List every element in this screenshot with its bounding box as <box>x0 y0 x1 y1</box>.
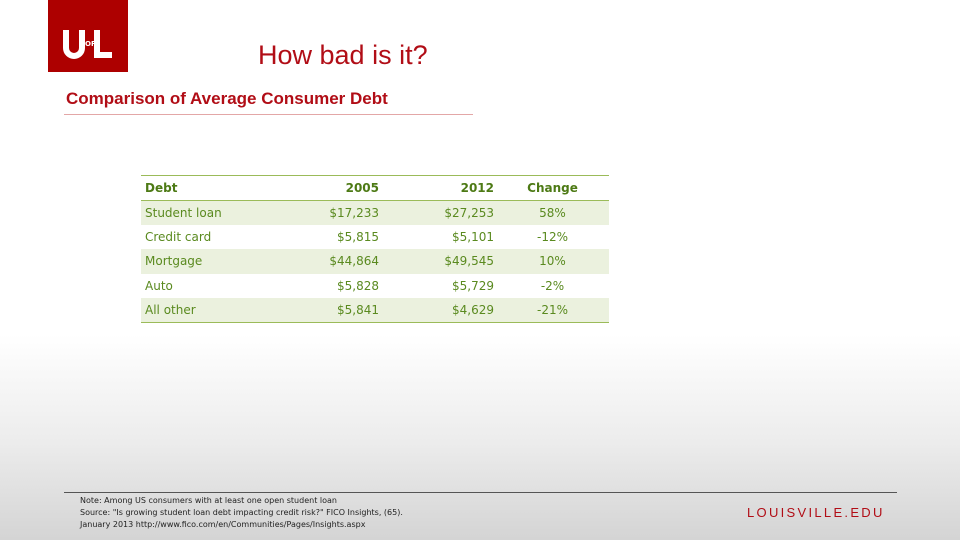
site-url: LOUISVILLE.EDU <box>747 505 885 520</box>
table-row: Auto $5,828 $5,729 -2% <box>141 274 609 299</box>
header-change: Change <box>527 180 578 195</box>
table-row: All other $5,841 $4,629 -21% <box>141 298 609 323</box>
cell-change: 10% <box>539 254 566 269</box>
footer-divider <box>64 492 897 493</box>
cell-change: -2% <box>540 278 565 293</box>
cell-2005: $5,815 <box>337 229 379 244</box>
cell-change: 58% <box>539 205 566 220</box>
slide-title: How bad is it? <box>258 40 428 70</box>
cell-2012: $5,729 <box>452 278 494 293</box>
subtitle-underline <box>64 114 473 115</box>
uofl-logo: OF <box>48 0 128 72</box>
header-debt: Debt <box>145 180 178 195</box>
footer-source-line: Source: "Is growing student loan debt im… <box>80 508 403 517</box>
cell-2005: $44,864 <box>329 254 379 269</box>
cell-debt-type: Auto <box>145 278 173 293</box>
table-row: Mortgage $44,864 $49,545 10% <box>141 249 609 274</box>
cell-2012: $27,253 <box>444 205 494 220</box>
slide-subtitle: Comparison of Average Consumer Debt <box>66 89 388 108</box>
cell-change: -21% <box>536 303 568 317</box>
cell-2005: $5,828 <box>337 278 379 293</box>
footer-note: Note: Among US consumers with at least o… <box>80 495 403 531</box>
cell-debt-type: Student loan <box>145 205 222 220</box>
table-header-row: Debt 2005 2012 Change <box>141 175 609 200</box>
svg-text:OF: OF <box>85 40 96 48</box>
cell-2005: $5,841 <box>337 303 379 317</box>
cell-2012: $5,101 <box>452 229 494 244</box>
cell-debt-type: All other <box>145 303 196 317</box>
cell-change: -12% <box>536 229 568 244</box>
table-row: Student loan $17,233 $27,253 58% <box>141 200 609 225</box>
cell-debt-type: Credit card <box>145 229 212 244</box>
cell-2005: $17,233 <box>329 205 379 220</box>
table-row: Credit card $5,815 $5,101 -12% <box>141 225 609 250</box>
cell-debt-type: Mortgage <box>145 254 203 269</box>
uofl-logo-mark: OF <box>63 30 112 59</box>
header-2012: 2012 <box>460 180 494 195</box>
cell-2012: $49,545 <box>444 254 494 269</box>
footer-note-line: Note: Among US consumers with at least o… <box>80 496 337 505</box>
footer-url-line: January 2013 http://www.fico.com/en/Comm… <box>80 520 366 529</box>
cell-2012: $4,629 <box>452 303 494 317</box>
header-2005: 2005 <box>345 180 379 195</box>
debt-comparison-table: Debt 2005 2012 Change Student loan $17,2… <box>141 175 609 323</box>
